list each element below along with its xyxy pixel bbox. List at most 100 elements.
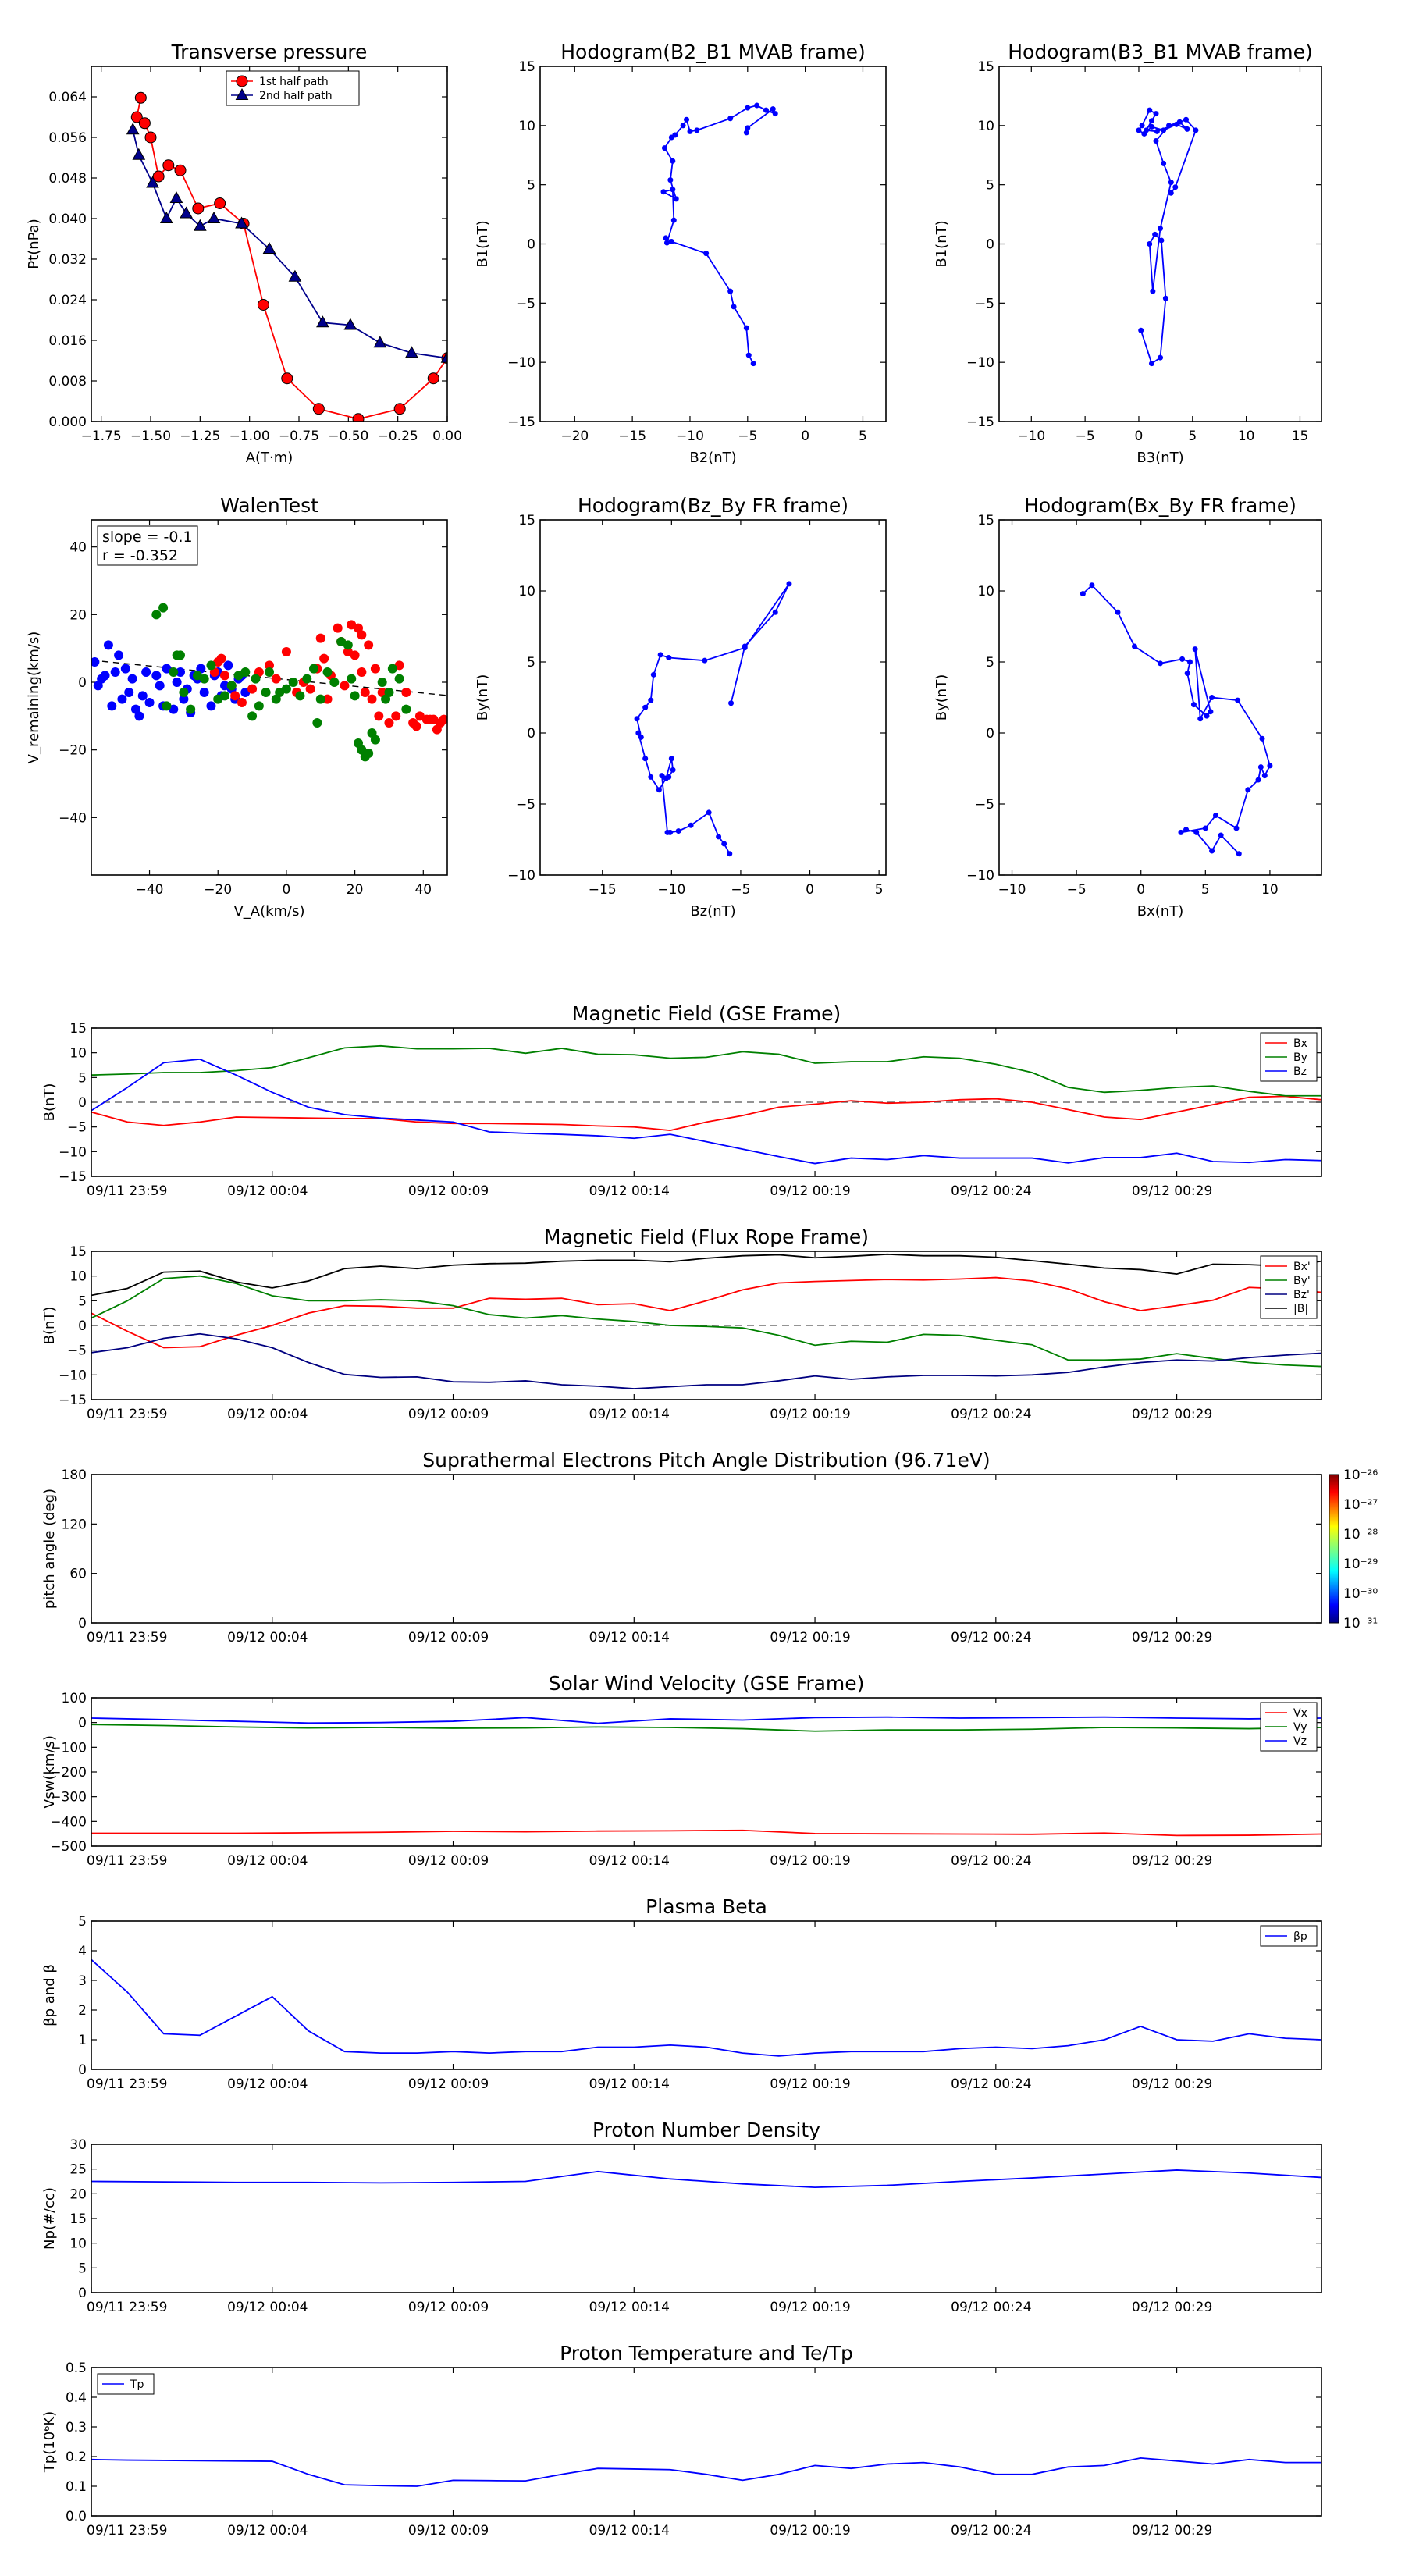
- data-point: [1186, 659, 1193, 665]
- y-tick-label: 15: [69, 1021, 87, 1037]
- data-point: [1161, 160, 1167, 166]
- data-point: [1172, 184, 1179, 190]
- data-point: [1178, 829, 1184, 835]
- data-point: [667, 829, 674, 835]
- plot-frame: [91, 1697, 1322, 1847]
- panel-title: Magnetic Field (GSE Frame): [572, 1002, 841, 1025]
- y-tick-label: 20: [69, 607, 87, 623]
- x-tick-label: 09/12 00:09: [408, 1630, 489, 1646]
- x-tick-label: 09/12 00:04: [227, 1630, 308, 1646]
- data-point: [1261, 773, 1268, 779]
- plot-area: [91, 1959, 1321, 2057]
- y-tick-label: 0.016: [48, 333, 87, 349]
- series-Bz: [91, 1058, 1321, 1165]
- x-axis-label: V_A(km/s): [233, 903, 304, 920]
- panel-title: Hodogram(Bz_By FR frame): [578, 494, 848, 517]
- y-tick-label: 2: [78, 2003, 87, 2019]
- x-tick-label: 09/12 00:29: [1132, 1853, 1212, 1869]
- x-tick-label: −20: [204, 882, 232, 898]
- data-point: [750, 361, 756, 367]
- x-tick-label: 09/12 00:19: [770, 2300, 850, 2315]
- data-point: [1168, 190, 1174, 196]
- y-tick-label: 0: [986, 726, 994, 742]
- data-point: [206, 660, 216, 671]
- data-point: [1236, 851, 1242, 857]
- data-point: [635, 730, 642, 736]
- data-point: [1154, 128, 1160, 134]
- series-line: [91, 1253, 1321, 1297]
- data-point: [401, 688, 411, 697]
- y-tick-label: 0.5: [66, 2361, 87, 2376]
- data-point: [180, 206, 193, 219]
- x-tick-label: 09/12 00:09: [408, 2076, 489, 2092]
- data-point: [763, 107, 769, 113]
- data-point: [117, 694, 127, 704]
- y-axis-label: B(nT): [41, 1307, 58, 1345]
- series-line: [91, 1276, 1321, 1349]
- data-point: [350, 691, 360, 701]
- legend-entry: Bx': [1293, 1261, 1311, 1273]
- y-tick-label: −10: [966, 868, 994, 884]
- plot-frame: [91, 519, 448, 876]
- x-tick-label: 5: [1201, 882, 1210, 898]
- data-point: [312, 403, 325, 415]
- data-point: [702, 657, 708, 664]
- fit-annotation: slope = -0.1r = -0.352: [97, 525, 198, 566]
- data-point: [144, 698, 155, 707]
- y-tick-label: −10: [59, 1144, 87, 1160]
- x-tick-label: −0.25: [378, 429, 418, 444]
- data-point: [1202, 825, 1208, 831]
- data-point: [663, 240, 670, 246]
- data-point: [226, 681, 237, 691]
- data-point: [235, 216, 248, 229]
- data-point: [1152, 231, 1158, 237]
- plot-frame: [91, 1474, 1322, 1624]
- series-p: [91, 1959, 1321, 2057]
- y-tick-label: −5: [975, 797, 994, 813]
- data-point: [333, 623, 343, 633]
- data-point: [288, 269, 302, 282]
- y-tick-label: 0: [78, 1616, 87, 1631]
- data-point: [666, 774, 672, 780]
- data-point: [411, 721, 422, 731]
- data-point: [675, 828, 681, 834]
- data-point: [1089, 582, 1095, 589]
- y-tick-label: 25: [69, 2162, 87, 2178]
- data-point: [670, 158, 676, 164]
- data-point: [309, 664, 318, 674]
- y-tick-label: 180: [62, 1468, 87, 1483]
- y-tick-label: −400: [50, 1814, 87, 1830]
- x-tick-label: −1.50: [130, 429, 171, 444]
- series-line: [91, 1716, 1321, 1724]
- data-point: [370, 735, 380, 745]
- data-point: [151, 610, 162, 620]
- x-axis-label: B2(nT): [689, 450, 736, 466]
- y-tick-label: 15: [977, 513, 994, 528]
- y-tick-label: −5: [67, 1343, 87, 1359]
- data-point: [1257, 764, 1264, 770]
- data-point: [1161, 127, 1167, 133]
- y-tick-label: 5: [78, 1293, 87, 1309]
- legend-entry: Bz': [1293, 1289, 1310, 1301]
- y-tick-label: −15: [966, 415, 994, 430]
- colorbar: 10⁻²⁶ 10⁻²⁷ 10⁻²⁸ 10⁻²⁹ 10⁻³⁰ 10⁻³¹: [1329, 1468, 1378, 1631]
- data-point: [721, 841, 727, 847]
- panel-title: Solar Wind Velocity (GSE Frame): [549, 1672, 865, 1695]
- data-point: [302, 674, 312, 684]
- data-point: [193, 219, 207, 231]
- data-point: [126, 123, 140, 135]
- y-tick-label: 0: [78, 2062, 87, 2078]
- data-point: [230, 691, 240, 701]
- series-B: [91, 1253, 1321, 1297]
- series-line: [91, 1829, 1321, 1837]
- y-tick-label: 1: [78, 2033, 87, 2048]
- data-point: [1209, 848, 1215, 854]
- data-point: [315, 694, 325, 704]
- series-data: [1080, 582, 1273, 857]
- data-point: [360, 688, 370, 697]
- data-point: [295, 691, 305, 701]
- data-point: [657, 652, 663, 658]
- x-tick-label: 09/12 00:19: [770, 1183, 850, 1199]
